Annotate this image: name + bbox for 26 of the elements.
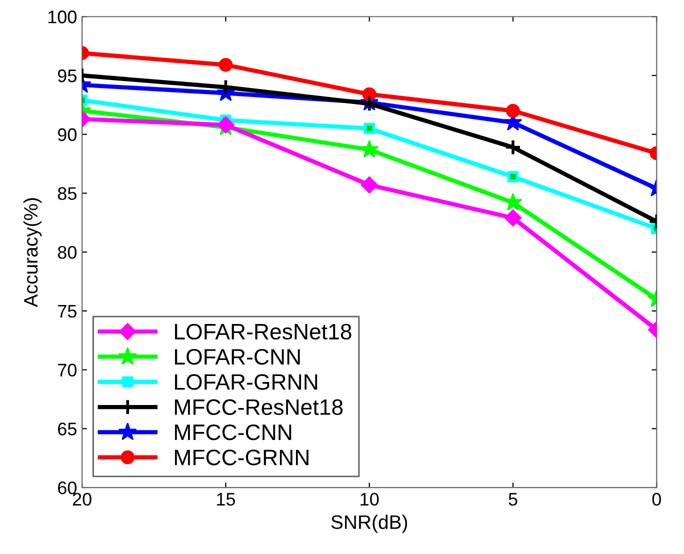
x-axis-title: SNR(dB) [331, 514, 408, 533]
legend-label: LOFAR-ResNet18 [175, 324, 352, 340]
legend-label: MFCC-ResNet18 [175, 399, 343, 416]
point [362, 87, 376, 102]
y-tick-label: 75 [58, 305, 76, 318]
point [360, 140, 379, 158]
y-tick-label: 70 [58, 364, 77, 377]
legend-label: LOFAR-CNN [175, 348, 300, 365]
y-tick-label: 60 [58, 481, 77, 494]
x-tick-label: 15 [217, 493, 236, 506]
y-axis-title: Accuracy(%) [23, 198, 42, 308]
y-tick-label: 65 [58, 422, 76, 436]
legend-label: MFCC-CNN [175, 424, 292, 440]
point [364, 122, 375, 134]
y-tick-label: 85 [58, 187, 76, 200]
x-tick-label: 5 [508, 493, 518, 506]
point [360, 176, 378, 194]
legend-label: LOFAR-GRNN [175, 374, 318, 390]
y-tick-label: 95 [58, 69, 76, 82]
y-tick-label: 80 [58, 246, 77, 259]
legend-label: MFCC-GRNN [175, 450, 308, 466]
y-tick-label: 90 [58, 128, 77, 142]
x-tick-label: 10 [360, 492, 379, 506]
x-tick-label: 20 [72, 492, 92, 506]
x-tick-label: 0 [652, 492, 661, 506]
y-tick-label: 100 [48, 10, 77, 24]
